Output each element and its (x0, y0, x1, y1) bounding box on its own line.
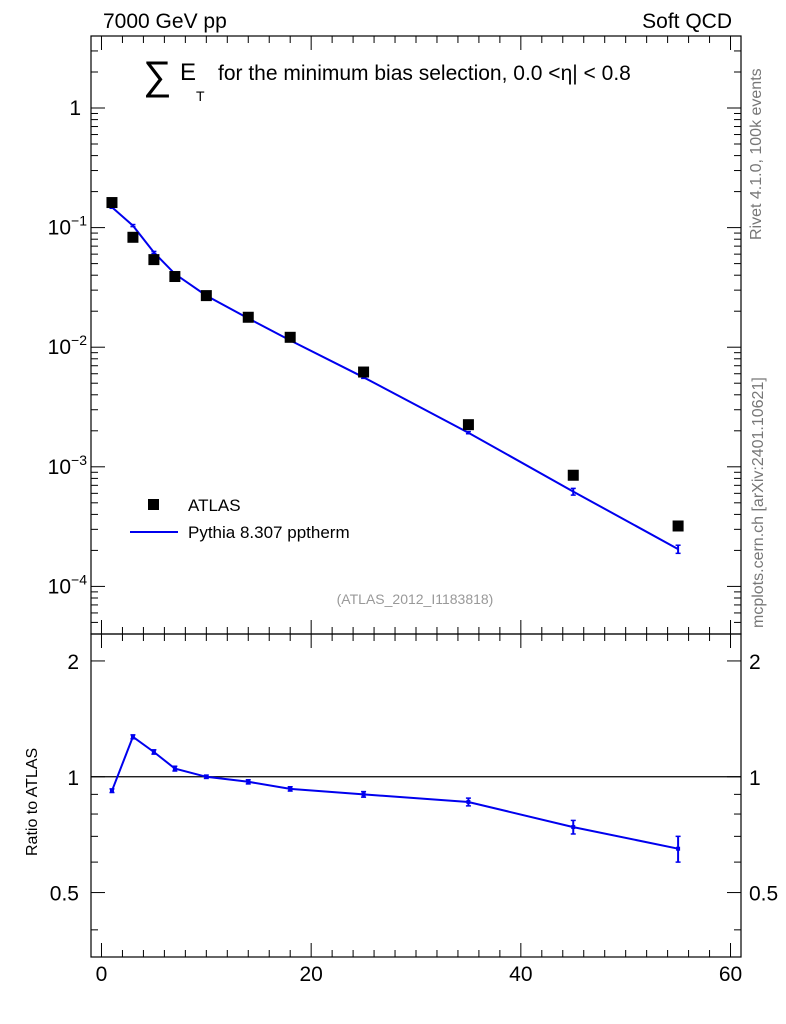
ratio-y-tick-label-left: 1 (67, 767, 79, 790)
analysis-watermark: (ATLAS_2012_I1183818) (337, 591, 494, 607)
header-left: 7000 GeV pp (103, 10, 227, 33)
ratio-point (466, 799, 471, 804)
atlas-data-point (127, 231, 139, 243)
x-tick-label: 20 (299, 963, 322, 986)
title-text: for the minimum bias selection, 0.0 <η| … (218, 62, 631, 85)
atlas-data-point (169, 271, 181, 283)
atlas-data-point (106, 197, 118, 209)
legend-pythia-label: Pythia 8.307 pptherm (188, 523, 350, 542)
atlas-data-point (358, 366, 370, 378)
atlas-data-point (567, 469, 579, 481)
ratio-series (109, 734, 681, 863)
main-y-tick-label: 10−1 (48, 213, 88, 240)
title-sum-symbol: ∑ (143, 54, 172, 98)
legend: ATLAS Pythia 8.307 pptherm (130, 496, 350, 542)
ratio-y-tick-label-left: 2 (67, 651, 79, 674)
ratio-point (361, 792, 366, 797)
atlas-data-point (242, 311, 254, 323)
atlas-data-point (462, 419, 474, 431)
atlas-series (106, 197, 684, 532)
ratio-y-axis-label: Ratio to ATLAS (24, 748, 41, 856)
ratio-point (676, 846, 681, 851)
rivet-label: Rivet 4.1.0, 100k events (748, 68, 765, 240)
header-right: Soft QCD (642, 10, 732, 33)
atlas-data-point (200, 290, 212, 302)
ratio-y-tick-label-left: 0.5 (50, 883, 79, 906)
ratio-ticks (91, 634, 741, 957)
atlas-data-point (284, 331, 296, 343)
legend-atlas-marker (148, 499, 159, 510)
ratio-panel: 0.5 0.5 1 1 2 2 0 20 40 60 Ratio to ATLAS (24, 633, 778, 986)
ratio-point (204, 774, 209, 779)
ratio-point (109, 788, 114, 793)
ratio-y-tick-labels: 0.5 0.5 1 1 2 2 (50, 651, 778, 906)
atlas-data-point (672, 520, 684, 532)
ratio-point (246, 779, 251, 784)
main-y-tick-labels: 10−4 10−3 10−2 10−1 1 (48, 97, 88, 598)
x-tick-label: 40 (509, 963, 532, 986)
ratio-point (151, 749, 156, 754)
main-y-tick-label: 1 (69, 97, 81, 120)
main-ticks (91, 35, 741, 635)
ratio-line (111, 735, 679, 850)
main-y-tick-label: 10−2 (48, 332, 88, 359)
mcplots-label: mcplots.cern.ch [arXiv:2401.10621] (750, 377, 767, 628)
x-tick-labels: 0 20 40 60 (96, 963, 743, 986)
ratio-y-tick-label-right: 2 (749, 651, 761, 674)
ratio-y-tick-label-right: 0.5 (749, 883, 778, 906)
legend-atlas-label: ATLAS (188, 496, 241, 515)
plot-title: ∑ E T for the minimum bias selection, 0.… (143, 54, 631, 104)
main-y-tick-label: 10−4 (48, 571, 88, 598)
ratio-point (172, 766, 177, 771)
ratio-point (288, 786, 293, 791)
ratio-point (571, 825, 576, 830)
ratio-frame (90, 633, 742, 958)
main-panel: 10−4 10−3 10−2 10−1 1 ∑ E T for the minimum … (48, 35, 742, 635)
main-y-tick-label: 10−3 (48, 452, 88, 479)
title-e: E (180, 59, 196, 86)
main-frame (90, 35, 742, 635)
ratio-y-tick-label-right: 1 (749, 767, 761, 790)
x-tick-label: 60 (719, 963, 742, 986)
title-subscript: T (196, 88, 205, 104)
ratio-point (130, 734, 135, 739)
x-tick-label: 0 (96, 963, 108, 986)
atlas-data-point (148, 254, 160, 266)
